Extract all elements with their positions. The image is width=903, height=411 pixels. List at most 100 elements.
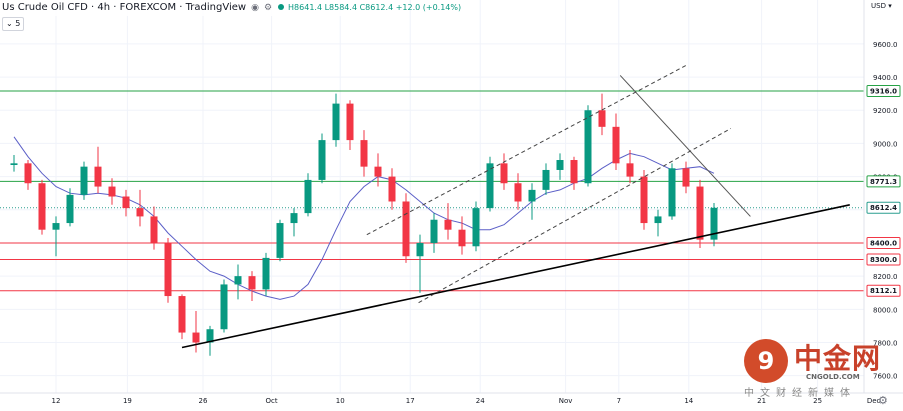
watermark-name: 中金网 <box>794 342 882 375</box>
chart-settings-gear-icon[interactable]: ⚙ <box>878 394 888 407</box>
candle <box>178 294 186 340</box>
eye-icon[interactable]: ◉ <box>251 3 259 13</box>
settings-gear-icon[interactable]: ⚙ <box>263 3 273 13</box>
candle <box>402 193 410 263</box>
candle-body <box>402 201 410 257</box>
time-tick-label: Dec <box>867 397 881 405</box>
candle <box>276 219 284 262</box>
candle <box>24 160 32 190</box>
candle <box>360 130 368 177</box>
candle-body <box>598 110 606 127</box>
price-tag-label: 8300.0 <box>870 256 897 264</box>
candle <box>164 237 172 303</box>
grid <box>0 0 875 393</box>
candle <box>654 209 662 237</box>
symbol-title[interactable]: Us Crude Oil CFD · 4h · FOREXCOM · Tradi… <box>2 2 247 13</box>
candle <box>430 213 438 253</box>
candle-body <box>248 276 256 290</box>
candle <box>108 178 116 205</box>
candle-body <box>150 216 158 243</box>
price-axis[interactable] <box>864 0 903 393</box>
candle <box>10 155 18 172</box>
candle-body <box>556 160 564 170</box>
candle <box>542 163 550 195</box>
candle-body <box>52 223 60 230</box>
candle-body <box>108 186 116 197</box>
candle <box>598 93 606 136</box>
market-status-icon <box>278 4 285 10</box>
candle-body <box>472 208 480 247</box>
candle <box>556 153 564 180</box>
price-tick-label: 7800.0 <box>873 340 898 348</box>
currency-selector[interactable]: USD ▾ <box>871 2 892 10</box>
price-tag-label: 8771.3 <box>870 178 897 186</box>
candle <box>668 163 676 220</box>
candle <box>472 201 480 252</box>
chevron-down-icon: ⌄ <box>6 19 13 28</box>
candle-body <box>38 183 46 230</box>
candle <box>94 146 102 194</box>
price-tag: 8112.1 <box>866 284 901 297</box>
cngold-watermark: 9 中金网 CNGOLD.COM 中文财经新媒体 <box>738 335 898 401</box>
cngold-logo-icon: 9 <box>744 339 788 383</box>
price-tick-label: 9600.0 <box>873 41 898 49</box>
candle <box>710 202 718 247</box>
candle-body <box>360 140 368 167</box>
price-tag-box <box>866 236 901 249</box>
candle-body <box>486 163 494 209</box>
time-tick-label: 7 <box>617 397 621 405</box>
price-tag-box <box>866 85 901 97</box>
candle <box>332 93 340 147</box>
price-tick-label: 9000.0 <box>873 140 898 148</box>
price-tick-label: 9200.0 <box>873 107 898 115</box>
candle-body <box>136 208 144 217</box>
candle <box>570 156 578 190</box>
candle-body <box>80 166 88 195</box>
candle <box>248 271 256 302</box>
moving-average-line <box>13 136 715 300</box>
candle <box>262 252 270 297</box>
candle-body <box>220 284 228 330</box>
candle-body <box>206 329 214 343</box>
candle-body <box>528 189 536 202</box>
candle <box>528 183 536 220</box>
candle-body <box>318 140 326 180</box>
price-tag-label: 8612.4 <box>870 204 897 212</box>
candle-body <box>178 296 186 333</box>
candle-body <box>276 223 284 258</box>
candle-body <box>458 229 466 247</box>
time-tick-label: Nov <box>559 397 573 405</box>
time-tick-label: 26 <box>199 397 208 405</box>
candle-body <box>332 103 340 141</box>
candle-body <box>584 110 592 184</box>
candle <box>444 203 452 240</box>
candle-body <box>66 194 74 224</box>
candle-body <box>10 163 18 165</box>
price-tag-label: 8112.1 <box>870 287 897 295</box>
price-tag: 8400.0 <box>866 236 901 249</box>
candle-body <box>304 179 312 214</box>
candle <box>80 161 88 200</box>
price-tag: 8300.0 <box>866 253 901 266</box>
candle <box>192 310 200 353</box>
resistance-trendline <box>619 75 751 217</box>
price-tag: 8771.3 <box>866 175 901 188</box>
time-axis[interactable] <box>0 393 903 411</box>
candle <box>150 206 158 250</box>
channel-lower <box>418 128 732 304</box>
candle-body <box>696 186 704 240</box>
candle-body <box>234 276 242 285</box>
candle <box>346 100 354 151</box>
chevron-down-icon: ▾ <box>888 2 892 10</box>
candle-body <box>430 219 438 243</box>
candle-body <box>640 176 648 224</box>
candle-body <box>346 103 354 141</box>
price-tick-label: 8200.0 <box>873 273 898 281</box>
support-trendline <box>181 204 850 349</box>
candle <box>136 189 144 227</box>
candle <box>66 188 74 227</box>
indicator-collapse-button[interactable]: ⌄ 5 <box>2 17 25 31</box>
trendlines <box>181 65 850 349</box>
candle-body <box>570 160 578 184</box>
